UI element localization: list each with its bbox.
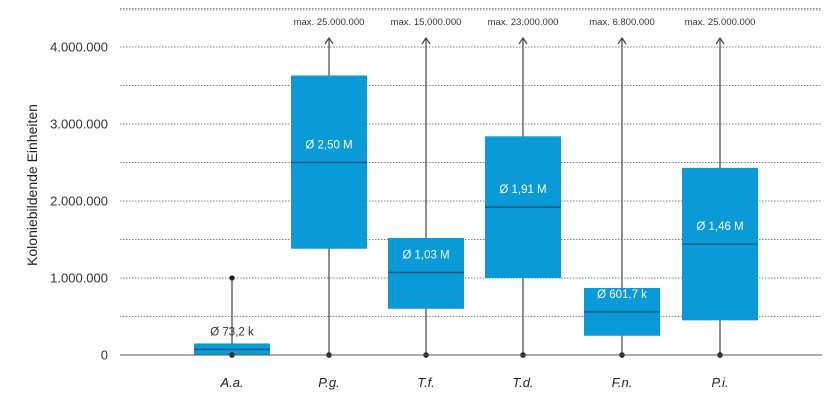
whisker-max-dot: [229, 275, 235, 281]
max-label: max. 23.000.000: [488, 17, 559, 28]
mean-label: Ø 601,7 k: [597, 289, 647, 301]
x-tick-label: P.g.: [318, 375, 339, 390]
y-axis-label: Koloniebildende Einheiten: [24, 104, 40, 266]
y-tick-label: 0: [101, 348, 108, 363]
y-tick-label: 4.000.000: [50, 40, 108, 55]
x-tick-label: T.d.: [512, 375, 533, 390]
mean-label: Ø 1,46 M: [696, 221, 743, 233]
axes: 0 1.000.000 2.000.000 3.000.000 4.000.000 A.a…: [50, 40, 822, 390]
y-tick-label: 1.000.000: [50, 271, 108, 286]
whisker-arrow: [617, 36, 627, 45]
x-tick-label: F.n.: [612, 375, 633, 390]
box-group-td: max. 23.000.000 Ø 1,91 M: [485, 17, 561, 358]
whisker-arrow: [518, 36, 528, 45]
max-label: max. 15.000.000: [391, 17, 462, 28]
box-group-tf: max. 15.000.000 Ø 1,03 M: [388, 17, 464, 358]
boxes: Ø 73,2 k max. 25.000.000 Ø 2,50 M max. 15.0…: [194, 17, 758, 358]
whisker-arrow: [421, 36, 431, 45]
box-group-pi: max. 25.000.000 Ø 1,46 M: [682, 17, 758, 358]
x-tick-label: T.f.: [417, 375, 435, 390]
mean-label: Ø 1,91 M: [499, 184, 546, 196]
y-tick-label: 2.000.000: [50, 194, 108, 209]
box-group-pg: max. 25.000.000 Ø 2,50 M: [291, 17, 367, 358]
gridlines: [120, 8, 822, 317]
x-tick-label: A.a.: [219, 375, 243, 390]
box-group-aa: Ø 73,2 k: [194, 275, 270, 358]
max-label: max. 6.800.000: [589, 17, 655, 28]
max-label: max. 25.000.000: [294, 17, 365, 28]
box-group-fn: max. 6.800.000 Ø 601,7 k: [584, 17, 660, 358]
y-tick-label: 3.000.000: [50, 117, 108, 132]
whisker-arrow: [324, 36, 334, 45]
whisker-arrow: [715, 36, 725, 45]
x-tick-label: P.i.: [711, 375, 728, 390]
mean-label: Ø 73,2 k: [210, 326, 254, 338]
mean-label: Ø 2,50 M: [305, 140, 352, 152]
mean-label: Ø 1,03 M: [402, 250, 449, 262]
max-label: max. 25.000.000: [685, 17, 756, 28]
